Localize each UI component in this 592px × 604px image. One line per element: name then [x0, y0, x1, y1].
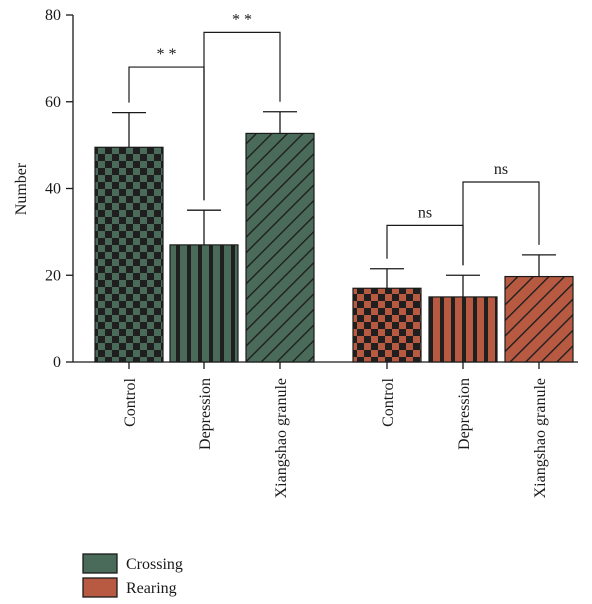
legend-swatch: [83, 578, 117, 597]
significance-bracket: [463, 182, 539, 265]
bar-rearing-xiangshao-granule: [505, 277, 573, 362]
bar-rearing-depression: [429, 297, 497, 362]
x-tick-label: Xiangshao granule: [532, 378, 549, 498]
bar-crossing-depression: [170, 245, 238, 362]
x-tick-label: Xiangshao granule: [273, 378, 290, 498]
significance-bracket: [387, 225, 463, 265]
significance-label: ns: [494, 161, 508, 178]
bar-crossing-control: [95, 147, 163, 362]
legend-swatch: [83, 554, 117, 573]
x-tick-label: Control: [122, 377, 139, 426]
y-tick-label: 0: [53, 354, 61, 371]
y-axis-title: Number: [13, 162, 30, 215]
x-tick-label: Control: [380, 377, 397, 426]
bar-crossing-xiangshao-granule: [246, 133, 314, 362]
y-tick-label: 20: [45, 267, 61, 284]
legend: Crossing Rearing: [83, 554, 183, 597]
x-tick-label: Depression: [456, 378, 473, 450]
y-tick-label: 40: [45, 181, 61, 198]
x-tick-label: Depression: [197, 378, 214, 450]
legend-label: Crossing: [126, 556, 183, 573]
y-tick-label: 80: [45, 7, 61, 24]
significance-label: * *: [232, 11, 252, 28]
significance-label: * *: [157, 46, 177, 63]
significance-label: ns: [418, 204, 432, 221]
y-tick-label: 60: [45, 94, 61, 111]
bar-rearing-control: [353, 288, 421, 362]
legend-label: Rearing: [126, 580, 177, 597]
